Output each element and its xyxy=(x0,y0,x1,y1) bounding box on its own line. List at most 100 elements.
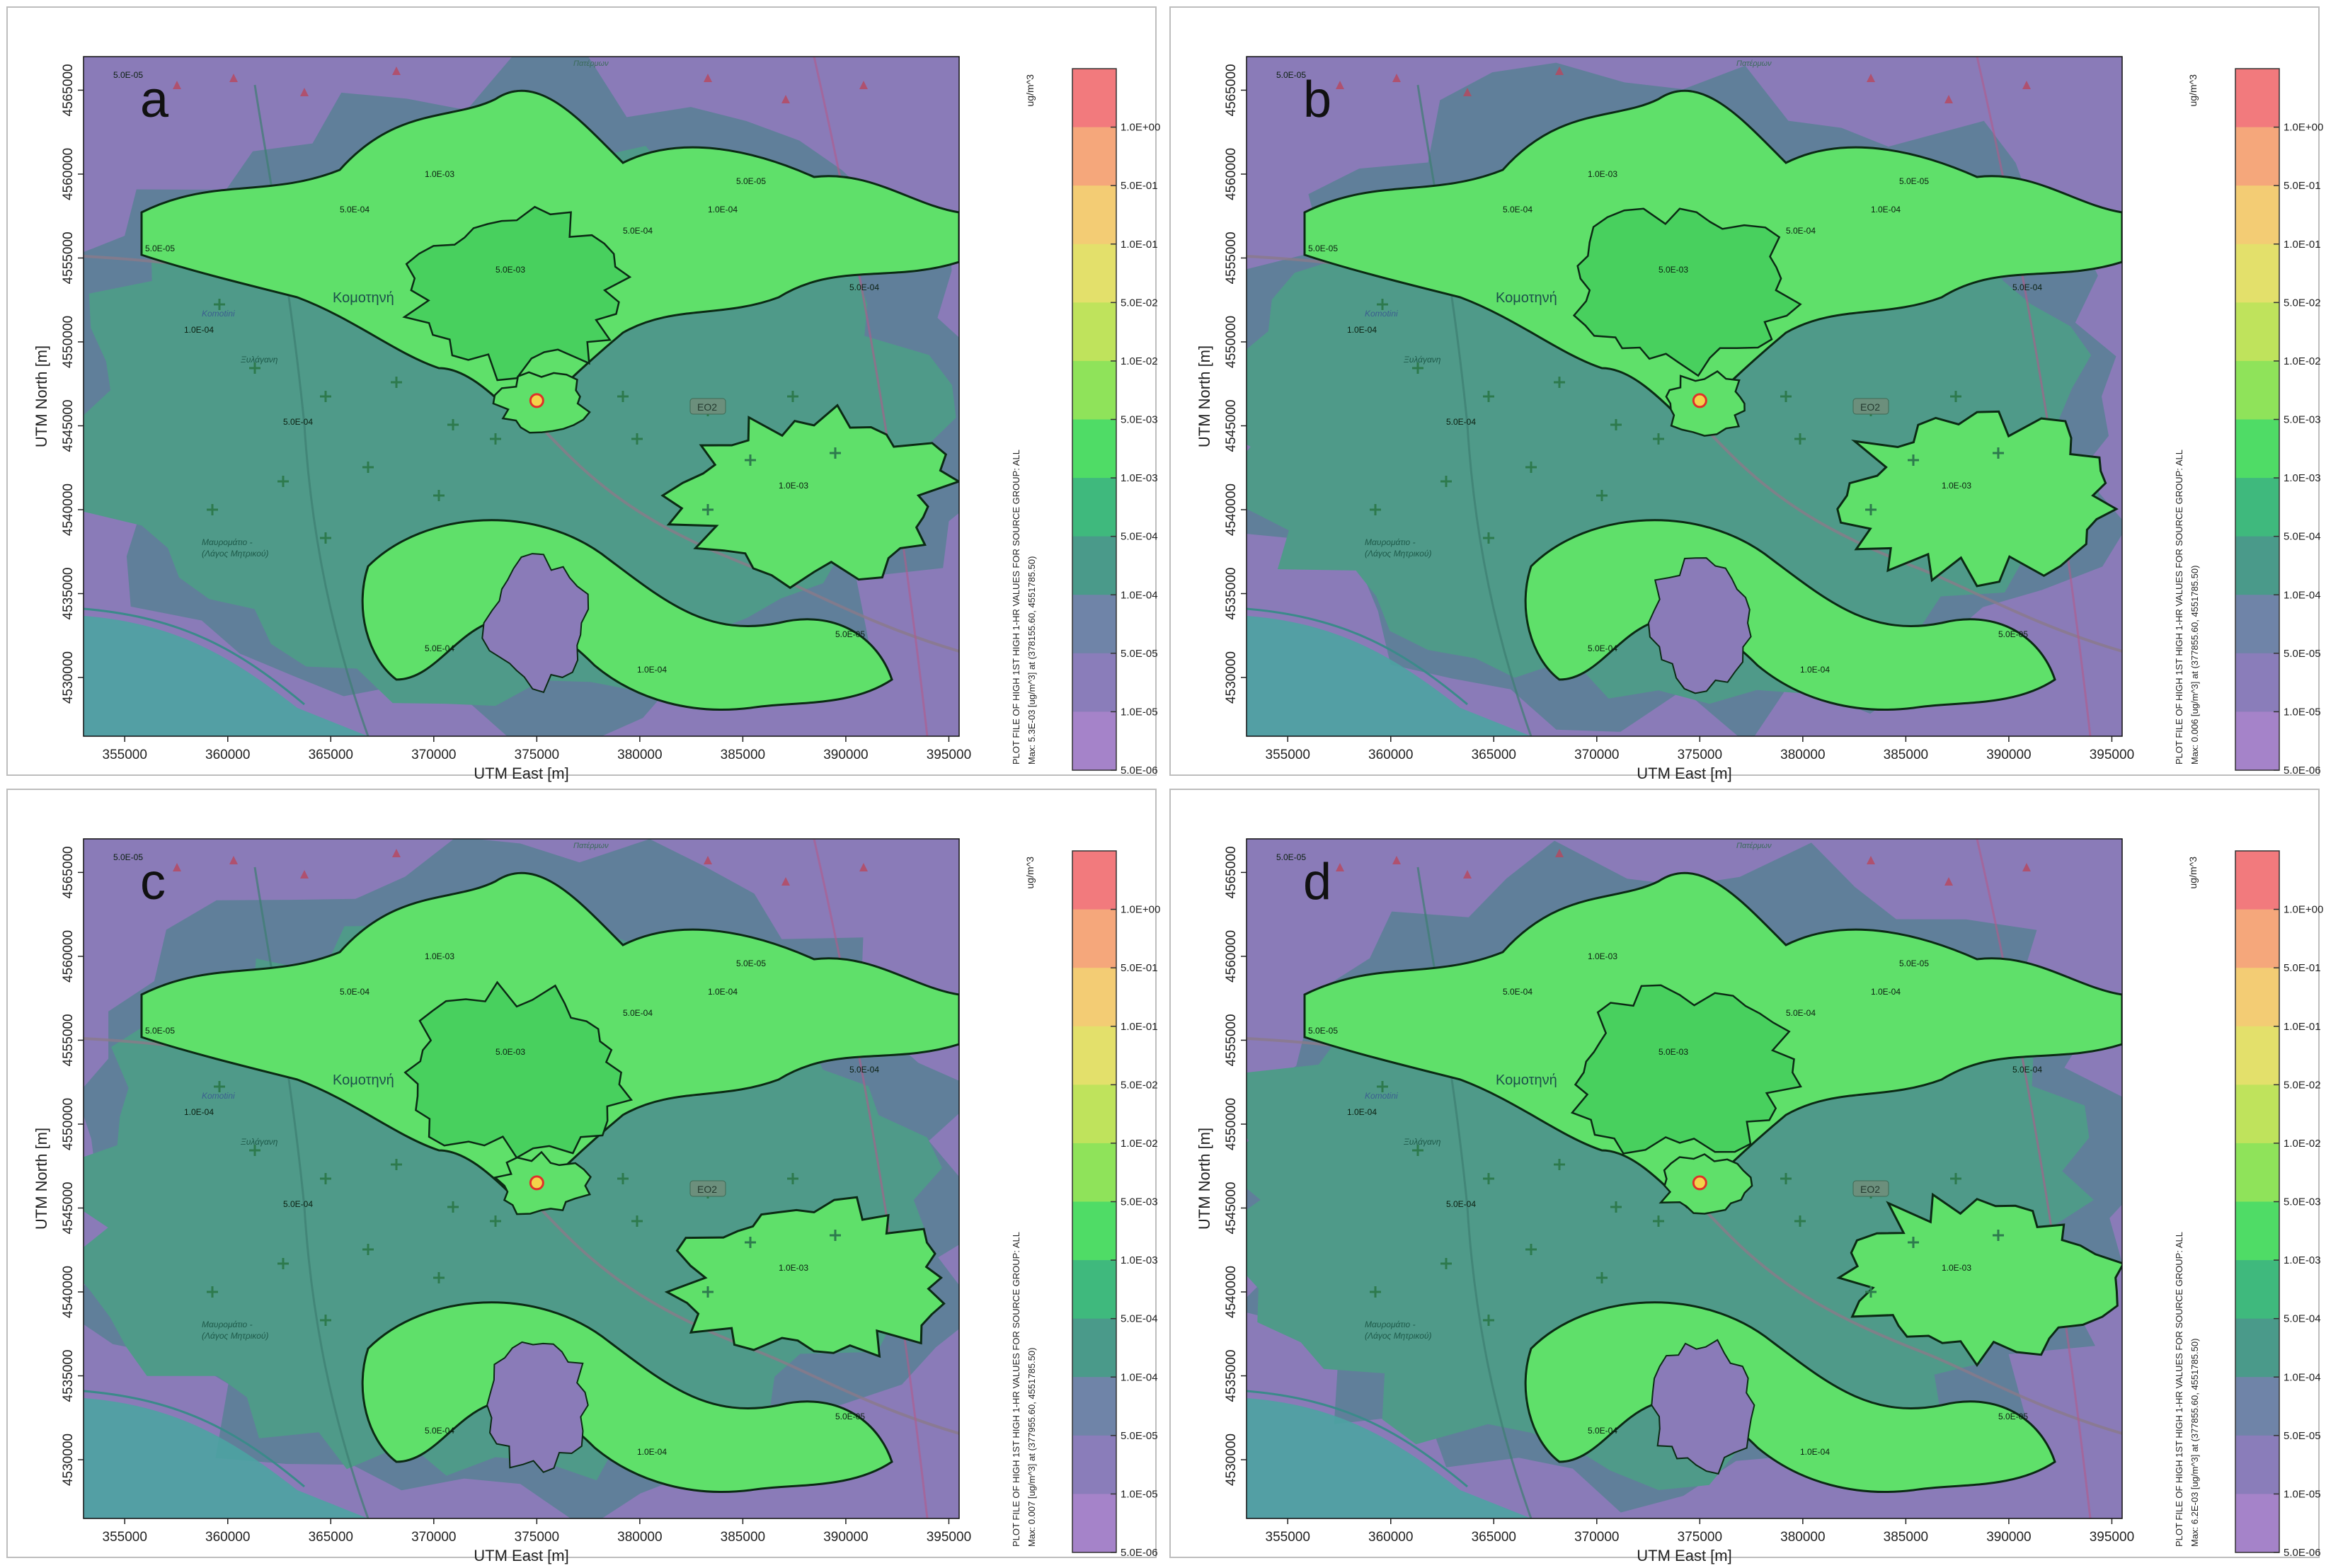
colorbar-segment xyxy=(2235,536,2279,595)
colorbar-level-label: 1.0E-03 xyxy=(1121,472,1158,484)
colorbar-segment xyxy=(2235,1435,2279,1494)
receptor-cross xyxy=(391,377,402,388)
y-axis-label: UTM North [m] xyxy=(1196,345,1213,447)
receptor-cross xyxy=(830,447,841,459)
plume-south-hole xyxy=(486,1341,589,1473)
terrain-peak-marker xyxy=(2022,863,2031,871)
colorbar-title: PLOT FILE OF HIGH 1ST HIGH 1-HR VALUES F… xyxy=(2174,1232,2184,1547)
y-tick-label: 4550000 xyxy=(61,316,76,368)
y-tick-label: 4550000 xyxy=(61,1098,76,1150)
y-tick-label: 4560000 xyxy=(61,148,76,200)
colorbar-title: PLOT FILE OF HIGH 1ST HIGH 1-HR VALUES F… xyxy=(2174,450,2184,765)
receptor-cross xyxy=(1412,1145,1423,1156)
panel-d-svg: Κομοτηνή Komotini Ξυλάγανη Μαυρομάτιο - (Λάγ… xyxy=(1169,789,2323,1564)
map-label-village-2b: (Λάγος Μητρικού) xyxy=(1365,549,1432,559)
map-label-village-2: Μαυρομάτιο - xyxy=(1365,1320,1416,1329)
y-tick-label: 4545000 xyxy=(61,1181,76,1234)
receptor-cross xyxy=(1412,362,1423,374)
x-tick-label: 365000 xyxy=(1472,1530,1516,1545)
contour-label: 5.0E-04 xyxy=(1446,417,1476,427)
colorbar-level-label: 5.0E-05 xyxy=(2284,648,2321,660)
contour-label: 5.0E-05 xyxy=(835,629,865,639)
colorbar-level-label: 5.0E-05 xyxy=(1121,648,1158,660)
contour-label: 1.0E-04 xyxy=(1871,205,1901,214)
map-label-road: ΕΟ2 xyxy=(1860,1184,1880,1195)
receptor-cross xyxy=(1908,454,1919,466)
receptor-cross xyxy=(1483,1173,1494,1184)
colorbar-level-label: 5.0E-04 xyxy=(2284,531,2321,543)
colorbar-level-label: 1.0E-03 xyxy=(2284,472,2321,484)
terrain-peak-marker xyxy=(1867,74,1875,82)
receptor-cross xyxy=(1865,1286,1877,1298)
contour-label: 5.0E-04 xyxy=(1588,1426,1617,1436)
receptor-cross xyxy=(1440,476,1452,487)
receptor-cross xyxy=(1596,1272,1608,1283)
contour-label: 5.0E-04 xyxy=(1588,643,1617,653)
x-tick-label: 355000 xyxy=(1266,1530,1310,1545)
terrain-peak-marker xyxy=(781,877,790,886)
contour-label: 1.0E-04 xyxy=(708,987,738,997)
colorbar-segment xyxy=(1072,1377,1116,1436)
x-tick-label: 385000 xyxy=(721,748,765,762)
plume-south-arc xyxy=(1524,519,2056,711)
y-tick-label: 4555000 xyxy=(1224,1014,1239,1066)
y-tick-label: 4550000 xyxy=(1224,316,1239,368)
contour-label: 5.0E-04 xyxy=(1786,1008,1816,1018)
y-tick-label: 4545000 xyxy=(1224,1181,1239,1234)
colorbar-level-label: 1.0E-03 xyxy=(2284,1254,2321,1266)
receptor-cross xyxy=(830,1230,841,1241)
receptor-cross xyxy=(1794,433,1806,445)
receptor-cross xyxy=(1653,433,1664,445)
receptor-cross xyxy=(1610,419,1622,430)
terrain-peak-marker xyxy=(2022,81,2031,89)
contour-label: 5.0E-04 xyxy=(1786,226,1816,236)
receptor-cross xyxy=(1780,1173,1792,1184)
receptor-cross xyxy=(362,462,374,473)
map-label-village-1: Ξυλάγανη xyxy=(1403,355,1441,365)
colorbar-segment xyxy=(1072,127,1116,186)
colorbar-segment xyxy=(1072,1143,1116,1202)
colorbar-level-label: 1.0E-01 xyxy=(1121,239,1158,251)
colorbar-segment xyxy=(2235,1377,2279,1436)
x-tick-label: 395000 xyxy=(927,748,971,762)
receptor-cross xyxy=(214,299,225,310)
receptor-cross xyxy=(631,1215,643,1227)
map-label-komotini: Komotini xyxy=(202,1091,235,1101)
max-value-label: Max: 6.2E-03 [ug/m^3] at (377855.60, 455… xyxy=(2189,1339,2200,1547)
x-tick-label: 355000 xyxy=(103,1530,147,1545)
colorbar-segment xyxy=(1072,653,1116,712)
plume-south-hole xyxy=(481,553,590,694)
terrain-peak-marker xyxy=(300,88,309,96)
x-tick-label: 365000 xyxy=(309,748,353,762)
receptor-cross xyxy=(1377,299,1388,310)
y-tick-label: 4555000 xyxy=(61,1014,76,1066)
y-axis-label: UTM North [m] xyxy=(33,345,50,447)
contour-label: 5.0E-05 xyxy=(145,244,175,253)
colorbar-segment xyxy=(2235,69,2279,128)
colorbar-segment xyxy=(1072,711,1116,771)
contour-label: 5.0E-03 xyxy=(495,1047,525,1057)
panel-letter: a xyxy=(140,71,169,128)
contour-label: 1.0E-04 xyxy=(637,1447,667,1457)
x-tick-label: 360000 xyxy=(1368,1530,1413,1545)
receptor-cross xyxy=(1865,504,1877,515)
receptor-cross xyxy=(207,1286,218,1298)
plot-border xyxy=(83,838,960,1519)
x-tick-label: 365000 xyxy=(1472,748,1516,762)
colorbar-segment xyxy=(1072,968,1116,1027)
colorbar-segment xyxy=(1072,244,1116,303)
receptor-cross xyxy=(1525,1244,1537,1255)
colorbar-segment xyxy=(2235,1026,2279,1085)
terrain-peak-marker xyxy=(1392,74,1401,82)
terrain-peak-marker xyxy=(173,863,181,871)
receptor-cross xyxy=(702,504,714,515)
colorbar-segment xyxy=(2235,302,2279,362)
x-tick-label: 375000 xyxy=(1678,748,1722,762)
panel-letter: c xyxy=(140,854,166,910)
contour-label: 1.0E-04 xyxy=(708,205,738,214)
colorbar-level-label: 5.0E-01 xyxy=(1121,962,1158,974)
x-tick-label: 385000 xyxy=(721,1530,765,1545)
contour-label: 5.0E-05 xyxy=(736,958,766,968)
y-tick-label: 4560000 xyxy=(1224,148,1239,200)
